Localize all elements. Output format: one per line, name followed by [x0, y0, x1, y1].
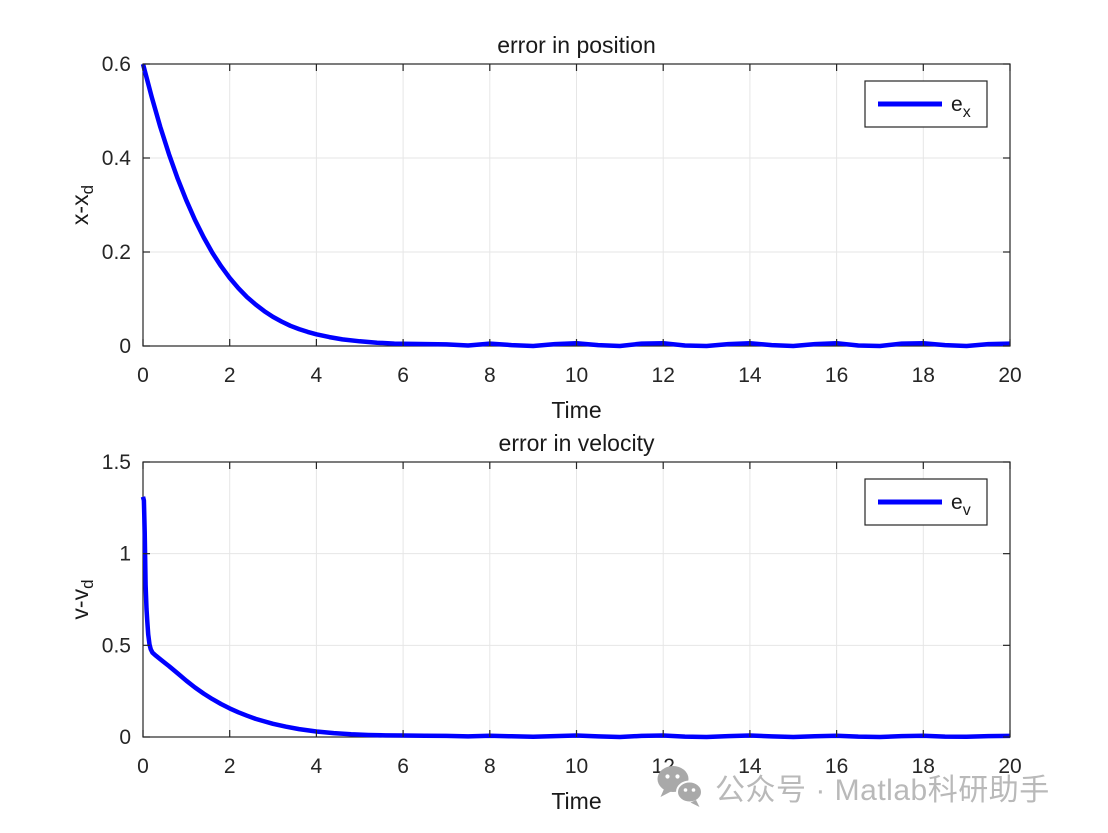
- x-tick-label: 0: [137, 364, 149, 387]
- x-tick-label: 16: [825, 755, 848, 778]
- x-tick-label: 12: [652, 364, 675, 387]
- x-axis-label: Time: [551, 397, 601, 423]
- wechat-icon: [657, 766, 703, 807]
- x-tick-label: 20: [998, 364, 1021, 387]
- y-tick-label: 1: [119, 543, 131, 566]
- y-tick-label: 1.5: [102, 451, 131, 474]
- y-tick-label: 0.4: [102, 147, 132, 170]
- x-tick-label: 18: [912, 364, 935, 387]
- x-tick-label: 2: [224, 364, 236, 387]
- y-tick-label: 0: [119, 335, 131, 358]
- x-tick-label: 16: [825, 364, 848, 387]
- y-tick-label: 0.2: [102, 241, 131, 264]
- y-axis-label: x-xd: [67, 185, 97, 225]
- x-tick-label: 8: [484, 364, 496, 387]
- series-line-e_v: [140, 496, 1011, 740]
- x-tick-label: 20: [998, 755, 1021, 778]
- chart-title: error in position: [497, 32, 656, 58]
- x-tick-label: 6: [397, 755, 409, 778]
- x-tick-label: 14: [738, 755, 762, 778]
- x-tick-label: 10: [565, 755, 588, 778]
- x-tick-label: 10: [565, 364, 588, 387]
- watermark-text: 公众号 · Matlab科研助手: [715, 773, 1050, 807]
- y-tick-label: 0.5: [102, 634, 131, 657]
- y-tick-label: 0.6: [102, 53, 131, 76]
- series-line-e_x: [140, 63, 1011, 349]
- chart-title: error in velocity: [499, 430, 655, 456]
- x-tick-label: 2: [224, 755, 236, 778]
- x-tick-label: 4: [311, 364, 323, 387]
- y-tick-label: 0: [119, 726, 131, 749]
- x-tick-label: 18: [912, 755, 935, 778]
- x-tick-label: 14: [738, 364, 762, 387]
- x-tick-label: 8: [484, 755, 496, 778]
- x-tick-label: 4: [311, 755, 323, 778]
- watermark: 公众号 · Matlab科研助手: [656, 763, 1050, 810]
- chart-error-in-position: 0 2 4 6 8 10 12 14 16 18 20 0 0.2 0.4 0.6 error in posi…: [67, 32, 1022, 423]
- x-tick-label: 6: [397, 364, 409, 387]
- x-tick-label: 0: [137, 755, 149, 778]
- y-axis-label: v-vd: [67, 579, 97, 619]
- x-axis-label: Time: [551, 788, 601, 814]
